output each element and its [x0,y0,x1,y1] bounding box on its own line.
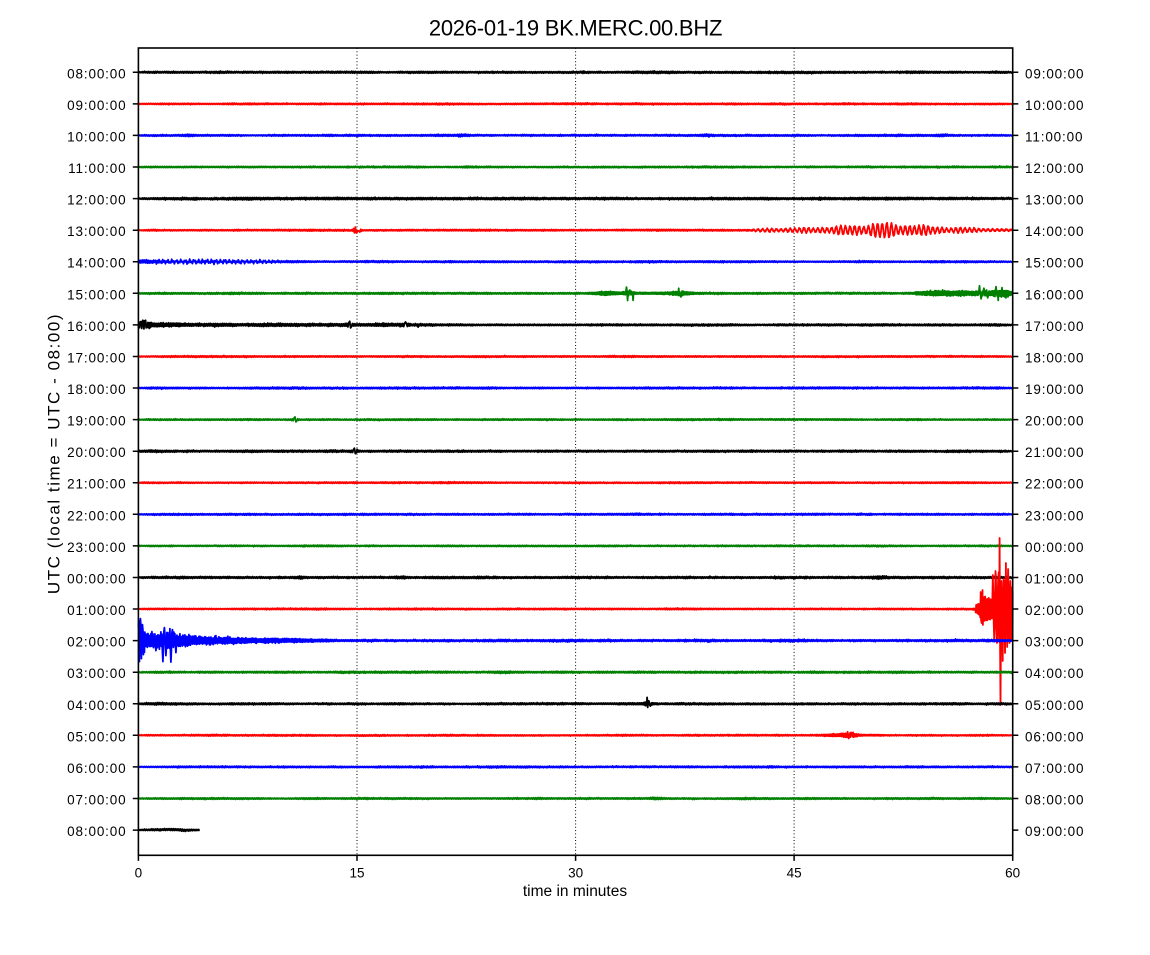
svg-text:16:00:00: 16:00:00 [67,319,126,334]
svg-text:60: 60 [1005,866,1020,881]
svg-text:06:00:00: 06:00:00 [1025,729,1084,744]
svg-text:17:00:00: 17:00:00 [67,351,126,366]
svg-text:02:00:00: 02:00:00 [67,635,126,650]
svg-text:15:00:00: 15:00:00 [1025,256,1084,271]
svg-text:09:00:00: 09:00:00 [1025,824,1084,839]
svg-text:05:00:00: 05:00:00 [1025,698,1084,713]
svg-text:17:00:00: 17:00:00 [1025,319,1084,334]
svg-text:0: 0 [135,866,143,881]
svg-text:45: 45 [787,866,802,881]
svg-text:04:00:00: 04:00:00 [1025,666,1084,681]
svg-text:19:00:00: 19:00:00 [1025,382,1084,397]
svg-text:14:00:00: 14:00:00 [1025,224,1084,239]
svg-text:09:00:00: 09:00:00 [1025,66,1084,81]
svg-text:06:00:00: 06:00:00 [67,761,126,776]
svg-text:15: 15 [349,866,364,881]
svg-text:01:00:00: 01:00:00 [1025,572,1084,587]
svg-text:19:00:00: 19:00:00 [67,414,126,429]
svg-text:23:00:00: 23:00:00 [67,540,126,555]
svg-text:time in minutes: time in minutes [523,883,627,900]
svg-text:11:00:00: 11:00:00 [1025,129,1083,144]
svg-text:21:00:00: 21:00:00 [67,477,126,492]
svg-text:12:00:00: 12:00:00 [1025,161,1084,176]
svg-text:10:00:00: 10:00:00 [1025,98,1084,113]
svg-text:01:00:00: 01:00:00 [67,603,126,618]
svg-text:10:00:00: 10:00:00 [67,129,126,144]
svg-text:20:00:00: 20:00:00 [67,445,126,460]
svg-text:21:00:00: 21:00:00 [1025,445,1084,460]
svg-text:02:00:00: 02:00:00 [1025,603,1084,618]
svg-text:20:00:00: 20:00:00 [1025,414,1084,429]
svg-text:07:00:00: 07:00:00 [1025,761,1084,776]
svg-text:18:00:00: 18:00:00 [1025,351,1084,366]
svg-text:23:00:00: 23:00:00 [1025,508,1084,523]
svg-text:22:00:00: 22:00:00 [1025,477,1084,492]
svg-text:22:00:00: 22:00:00 [67,508,126,523]
svg-text:08:00:00: 08:00:00 [67,824,126,839]
svg-text:14:00:00: 14:00:00 [67,256,126,271]
svg-text:15:00:00: 15:00:00 [67,287,126,302]
svg-text:08:00:00: 08:00:00 [1025,793,1084,808]
svg-text:03:00:00: 03:00:00 [67,666,126,681]
svg-text:09:00:00: 09:00:00 [67,98,126,113]
svg-text:12:00:00: 12:00:00 [67,193,126,208]
svg-text:00:00:00: 00:00:00 [1025,540,1084,555]
svg-text:13:00:00: 13:00:00 [67,224,126,239]
svg-text:16:00:00: 16:00:00 [1025,287,1084,302]
svg-text:04:00:00: 04:00:00 [67,698,126,713]
svg-text:18:00:00: 18:00:00 [67,382,126,397]
svg-text:2026-01-19 BK.MERC.00.BHZ: 2026-01-19 BK.MERC.00.BHZ [429,16,722,41]
svg-text:05:00:00: 05:00:00 [67,729,126,744]
svg-text:11:00:00: 11:00:00 [68,161,126,176]
svg-text:07:00:00: 07:00:00 [67,793,126,808]
svg-text:13:00:00: 13:00:00 [1025,193,1084,208]
svg-text:03:00:00: 03:00:00 [1025,635,1084,650]
svg-text:08:00:00: 08:00:00 [67,66,126,81]
svg-text:UTC (local time = UTC - 08:00): UTC (local time = UTC - 08:00) [45,313,64,594]
svg-text:00:00:00: 00:00:00 [67,572,126,587]
svg-text:30: 30 [568,866,583,881]
